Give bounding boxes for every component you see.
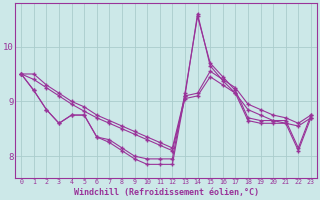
- X-axis label: Windchill (Refroidissement éolien,°C): Windchill (Refroidissement éolien,°C): [74, 188, 259, 197]
